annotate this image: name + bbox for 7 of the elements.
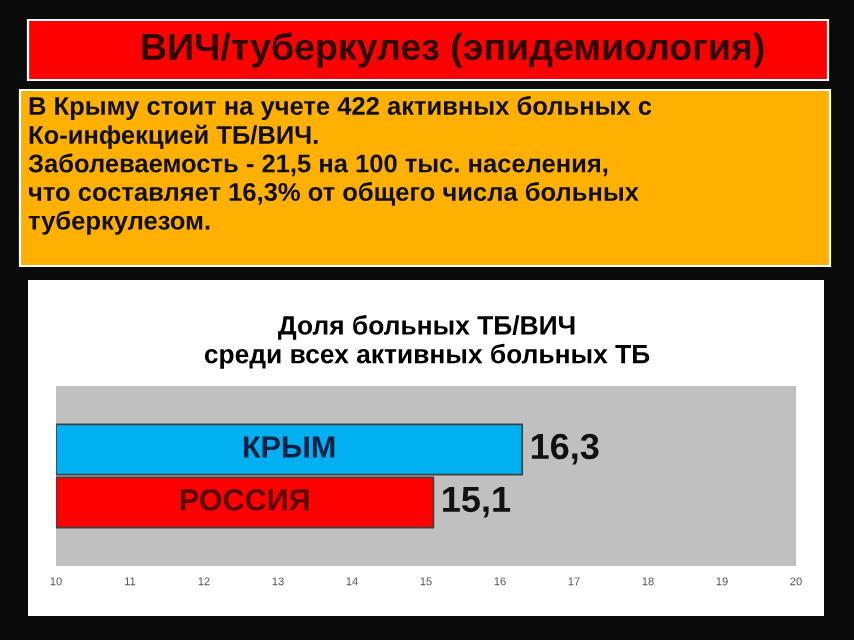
y-tick-label: КРЫМ — [243, 436, 335, 458]
data-label: 16,3 — [531, 433, 599, 465]
y-tick-label: РОССИЯ — [180, 489, 309, 511]
chart-subtitle: Доля больных ТБ/ВИЧ среди всех активных больных ТБ — [204, 315, 650, 369]
data-label: 15,1 — [443, 486, 511, 518]
text: В Крыму стоит на учете 422 активных больных с Ко-инфекцией ТБ/ВИЧ. Заболеваемость - 21,5 на 100 тыс. населения, что составляет 16,3% от общего числа больных туберкулезом. — [28, 96, 652, 235]
chart-title: ВИЧ/туберкулез (эпидемиология) — [142, 32, 764, 68]
